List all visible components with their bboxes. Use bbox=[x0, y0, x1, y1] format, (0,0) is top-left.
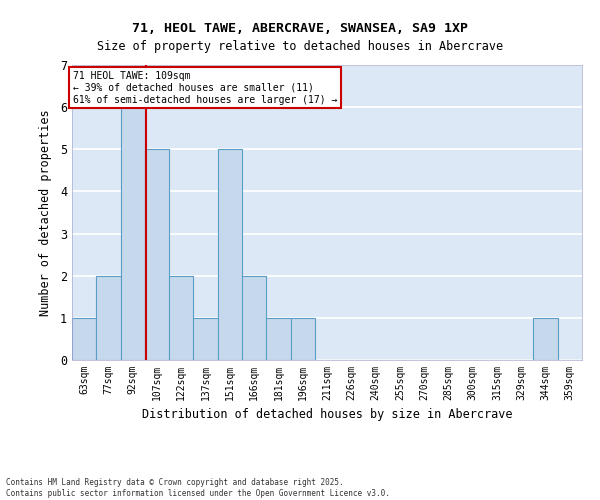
Bar bbox=[145, 150, 169, 360]
Bar bbox=[266, 318, 290, 360]
Bar bbox=[193, 318, 218, 360]
Bar bbox=[290, 318, 315, 360]
Bar bbox=[121, 107, 145, 360]
Text: Size of property relative to detached houses in Abercrave: Size of property relative to detached ho… bbox=[97, 40, 503, 53]
X-axis label: Distribution of detached houses by size in Abercrave: Distribution of detached houses by size … bbox=[142, 408, 512, 422]
Bar bbox=[218, 150, 242, 360]
Bar bbox=[242, 276, 266, 360]
Text: Contains HM Land Registry data © Crown copyright and database right 2025.
Contai: Contains HM Land Registry data © Crown c… bbox=[6, 478, 390, 498]
Bar bbox=[96, 276, 121, 360]
Y-axis label: Number of detached properties: Number of detached properties bbox=[38, 109, 52, 316]
Bar bbox=[72, 318, 96, 360]
Text: 71, HEOL TAWE, ABERCRAVE, SWANSEA, SA9 1XP: 71, HEOL TAWE, ABERCRAVE, SWANSEA, SA9 1… bbox=[132, 22, 468, 36]
Text: 71 HEOL TAWE: 109sqm
← 39% of detached houses are smaller (11)
61% of semi-detac: 71 HEOL TAWE: 109sqm ← 39% of detached h… bbox=[73, 72, 338, 104]
Bar bbox=[169, 276, 193, 360]
Bar bbox=[533, 318, 558, 360]
